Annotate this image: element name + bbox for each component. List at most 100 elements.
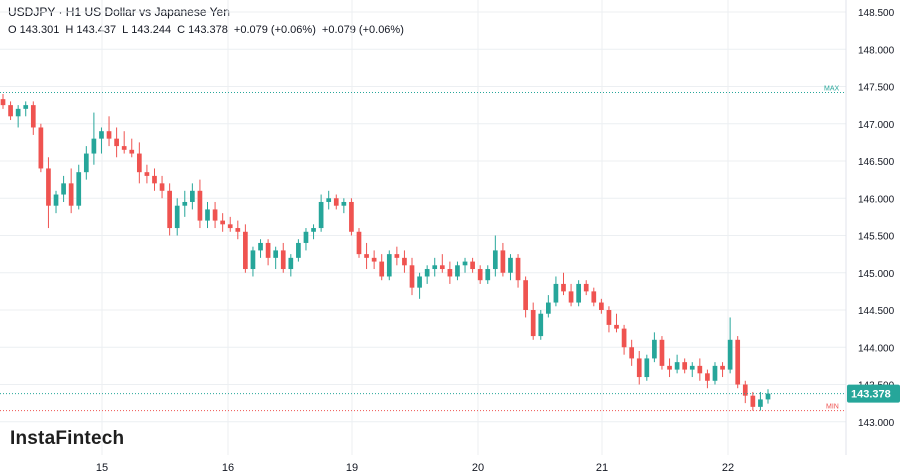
candle-body — [197, 190, 203, 221]
max-label: MAX — [824, 85, 840, 92]
candle-body — [583, 283, 589, 292]
candle-body — [311, 228, 316, 232]
candle-body — [432, 265, 438, 270]
y-tick-label: 146.500 — [858, 157, 895, 168]
candle-body — [500, 250, 506, 273]
candle-body — [599, 302, 604, 310]
change-value-2: +0.079 (+0.06%) — [321, 24, 404, 36]
candle-body — [689, 365, 695, 370]
candle-body — [190, 190, 195, 202]
candle-body — [576, 283, 581, 303]
candle-body — [333, 198, 339, 206]
x-tick-label: 19 — [346, 462, 358, 474]
candle-body — [606, 310, 612, 325]
candle-body — [114, 138, 119, 147]
candle-body — [159, 183, 165, 191]
candle-body — [667, 365, 672, 370]
candle-body — [485, 269, 491, 281]
y-tick-label: 145.500 — [858, 232, 895, 243]
candle-body — [523, 280, 528, 310]
candle-body — [341, 201, 347, 206]
candle-body — [265, 242, 271, 258]
candle-body — [144, 172, 150, 176]
candle-body — [712, 365, 718, 381]
y-tick-label: 147.500 — [858, 83, 895, 94]
candle-body — [68, 183, 74, 206]
candle-body — [394, 254, 400, 258]
candle-body — [296, 242, 301, 258]
last-price-tag — [847, 384, 900, 403]
candle-body — [705, 373, 710, 381]
candle-body — [644, 358, 650, 378]
ohlc-readout: O 143.301 H 143.437 L 143.244 C 143.378 +0.0… — [8, 24, 407, 36]
candle-body — [23, 105, 29, 109]
candle-body — [273, 250, 279, 258]
candle-body — [136, 153, 142, 173]
candle-body — [212, 209, 218, 221]
candle-body — [720, 365, 725, 370]
last-price-label: 143.378 — [851, 389, 891, 401]
candle-body — [106, 131, 112, 139]
candle-body — [0, 99, 6, 106]
candle-body — [727, 339, 733, 370]
candle-body — [250, 250, 256, 270]
candle-body — [280, 250, 286, 270]
high-label: H — [65, 24, 74, 36]
candle-body — [227, 224, 233, 229]
candle-body — [652, 339, 657, 359]
candle-body — [99, 131, 104, 139]
x-tick-label: 15 — [96, 462, 108, 474]
candle-body — [182, 201, 188, 206]
x-tick-label: 22 — [722, 462, 734, 474]
candle-body — [750, 395, 756, 407]
open-value: 143.301 — [19, 24, 60, 36]
min-label: MIN — [826, 404, 839, 411]
candle-body — [614, 324, 619, 329]
candle-body — [38, 127, 44, 169]
y-tick-label: 143.000 — [858, 418, 895, 429]
candle-body — [91, 138, 97, 154]
candle-body — [30, 105, 36, 128]
change-value: +0.079 (+0.06%) — [233, 24, 316, 36]
y-tick-label: 144.000 — [858, 343, 895, 354]
x-tick-label: 16 — [222, 462, 234, 474]
candle-body — [356, 231, 362, 255]
close-label: C — [177, 24, 186, 36]
candle-body — [152, 175, 157, 184]
candle-body — [742, 384, 748, 396]
candle-body — [530, 310, 536, 337]
candle-body — [492, 250, 498, 270]
x-tick-label: 20 — [472, 462, 484, 474]
candle-body — [53, 194, 59, 206]
candle-body — [371, 257, 377, 262]
candle-body — [205, 209, 210, 221]
candle-body — [659, 339, 665, 366]
candle-body — [682, 362, 688, 370]
y-tick-label: 146.000 — [858, 194, 895, 205]
candle-body — [409, 265, 415, 288]
candle-body — [636, 358, 642, 378]
candle-body — [621, 328, 627, 348]
candle-body — [424, 269, 430, 277]
candle-body — [447, 269, 453, 277]
candle-body — [220, 220, 226, 225]
candle-body — [174, 205, 180, 229]
close-value: 143.378 — [188, 24, 228, 36]
candle-body — [439, 265, 445, 270]
candle-body — [235, 228, 241, 232]
candle-body — [568, 291, 574, 303]
candle-body — [288, 257, 294, 270]
candle-body — [561, 283, 566, 292]
candle-body — [515, 257, 521, 281]
candle-body — [477, 269, 483, 281]
candle-body — [758, 399, 763, 407]
candle-body — [121, 146, 127, 150]
candle-body — [591, 291, 597, 303]
candle-body — [545, 302, 551, 314]
candle-body — [629, 347, 635, 359]
candle-body — [553, 283, 559, 303]
candle-body — [258, 242, 263, 251]
candle-body — [318, 201, 324, 229]
